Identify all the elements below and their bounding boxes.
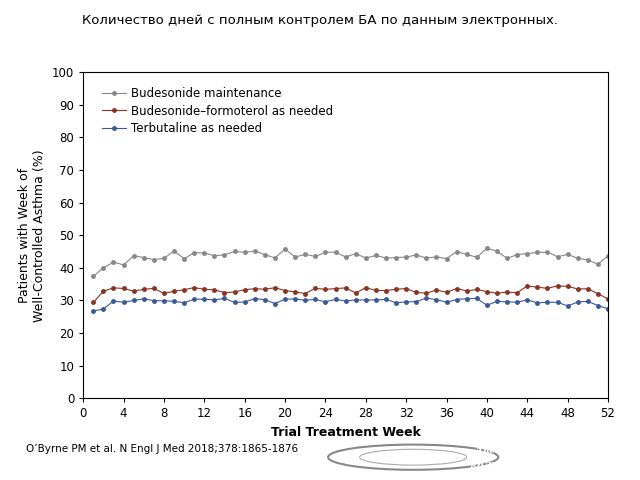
Budesonide–formoterol as needed	[130, 288, 138, 294]
Budesonide–formoterol as needed	[574, 286, 582, 292]
Budesonide maintenance	[332, 249, 339, 255]
Terbutaline as needed	[574, 299, 582, 305]
Y-axis label: Patients with Week of
Well-Controlled Asthma (%): Patients with Week of Well-Controlled As…	[19, 149, 46, 322]
Budesonide–formoterol as needed	[422, 290, 430, 296]
Text: JOURNAL of MEDICINE: JOURNAL of MEDICINE	[469, 461, 581, 469]
Legend: Budesonide maintenance, Budesonide–formoterol as needed, Terbutaline as needed: Budesonide maintenance, Budesonide–formo…	[100, 84, 336, 138]
Budesonide maintenance	[403, 254, 410, 260]
Budesonide maintenance	[574, 255, 582, 261]
Terbutaline as needed	[604, 306, 612, 312]
Budesonide–formoterol as needed	[403, 286, 410, 291]
Budesonide–formoterol as needed	[90, 300, 97, 305]
Budesonide–formoterol as needed	[554, 283, 561, 288]
Budesonide maintenance	[483, 245, 491, 251]
Text: ✦: ✦	[409, 452, 417, 462]
Terbutaline as needed	[403, 299, 410, 305]
Budesonide maintenance	[604, 253, 612, 259]
Budesonide–formoterol as needed	[604, 296, 612, 302]
Text: O’Byrne PM et al. N Engl J Med 2018;378:1865-1876: O’Byrne PM et al. N Engl J Med 2018;378:…	[26, 444, 298, 454]
Terbutaline as needed	[130, 298, 138, 303]
Text: Количество дней с полным контролем БА по данным электронных.: Количество дней с полным контролем БА по…	[82, 14, 558, 27]
Budesonide maintenance	[422, 255, 430, 261]
Budesonide maintenance	[271, 255, 279, 261]
Budesonide–formoterol as needed	[332, 286, 339, 291]
Budesonide maintenance	[130, 253, 138, 259]
X-axis label: Trial Treatment Week: Trial Treatment Week	[271, 426, 420, 439]
Line: Terbutaline as needed: Terbutaline as needed	[92, 296, 610, 312]
Line: Budesonide maintenance: Budesonide maintenance	[92, 246, 610, 278]
Budesonide maintenance	[90, 274, 97, 279]
Terbutaline as needed	[271, 301, 279, 307]
Line: Budesonide–formoterol as needed: Budesonide–formoterol as needed	[92, 284, 610, 304]
Terbutaline as needed	[90, 308, 97, 314]
Terbutaline as needed	[433, 297, 440, 302]
Budesonide–formoterol as needed	[271, 285, 279, 290]
Terbutaline as needed	[332, 297, 339, 302]
Terbutaline as needed	[422, 295, 430, 301]
Text: The NEW ENGLAND: The NEW ENGLAND	[477, 447, 573, 455]
